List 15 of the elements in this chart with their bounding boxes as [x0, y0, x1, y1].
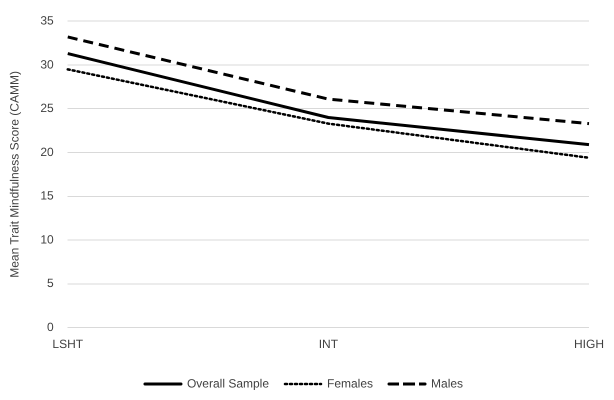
y-tick-label: 10	[40, 232, 54, 246]
x-tick-label: HIGH	[574, 337, 604, 352]
y-tick-label: 0	[47, 320, 54, 334]
y-tick-label: 20	[40, 144, 54, 159]
y-tick-label: 15	[40, 188, 54, 203]
legend-label: Males	[431, 376, 464, 390]
x-tick-label: LSHT	[52, 337, 84, 352]
y-tick-label: 5	[47, 276, 54, 290]
y-tick-label: 30	[40, 57, 54, 72]
legend-label: Overall Sample	[186, 376, 270, 390]
x-tick-label: INT	[318, 337, 339, 352]
y-tick-label: 35	[40, 14, 54, 28]
y-axis-title: Mean Trait Mindfulness Score (CAMM)	[8, 71, 22, 278]
legend-label: Females	[327, 376, 374, 390]
y-tick-label: 25	[40, 101, 54, 116]
